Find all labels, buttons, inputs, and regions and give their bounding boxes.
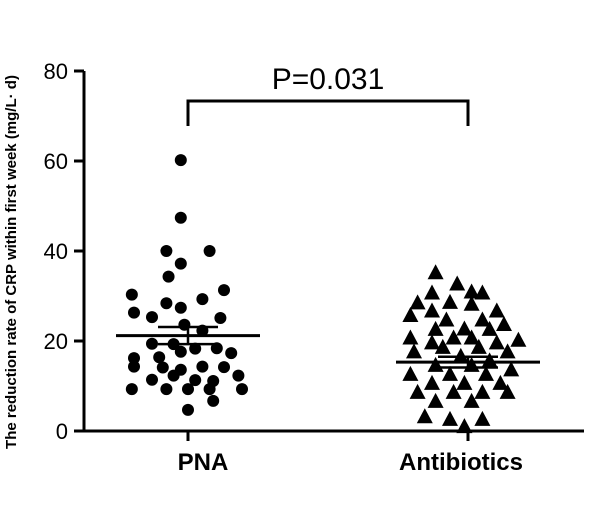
antibiotics-data-point <box>406 343 422 359</box>
antibiotics-data-point <box>481 352 498 368</box>
antibiotics-data-point <box>402 329 419 345</box>
pna-data-point <box>218 361 230 374</box>
antibiotics-data-point <box>424 302 440 318</box>
pna-data-point <box>167 369 180 382</box>
antibiotics-data-point <box>409 294 426 310</box>
pna-data-point <box>214 312 227 325</box>
data-points <box>125 154 527 434</box>
error-bars <box>116 325 540 369</box>
antibiotics-data-point <box>438 311 455 327</box>
antibiotics-data-point <box>427 264 444 280</box>
antibiotics-data-point <box>452 347 469 363</box>
y-axis-label: The reduction rate of CRP within first w… <box>3 75 20 449</box>
antibiotics-data-point <box>424 334 440 350</box>
significance-bracket <box>186 99 470 126</box>
antibiotics-data-point <box>442 410 458 426</box>
antibiotics-data-point <box>474 383 491 399</box>
antibiotics-data-point <box>424 284 440 300</box>
pna-data-point <box>189 374 202 387</box>
antibiotics-data-point <box>442 365 458 381</box>
antibiotics-data-point <box>402 306 419 322</box>
pna-data-point <box>146 311 158 324</box>
antibiotics-data-point <box>496 315 512 331</box>
y-ticks: 0 20 40 60 80 <box>44 59 470 444</box>
p-value-annotation: P=0.031 <box>272 63 385 96</box>
pna-data-point <box>128 306 140 319</box>
pna-data-point <box>125 383 138 396</box>
antibiotics-data-point <box>409 383 426 399</box>
antibiotics-data-point <box>499 383 516 399</box>
antibiotics-data-point <box>499 343 516 359</box>
antibiotics-data-point <box>427 392 444 408</box>
antibiotics-data-point <box>427 320 444 336</box>
antibiotics-data-point <box>456 418 473 434</box>
antibiotics-data-point <box>445 329 462 345</box>
antibiotics-data-point <box>510 331 527 347</box>
pna-data-point <box>160 245 173 257</box>
y-tick-label: 0 <box>56 419 68 444</box>
antibiotics-data-point <box>470 338 487 354</box>
antibiotics-data-point <box>442 293 458 309</box>
antibiotics-data-point <box>474 311 491 327</box>
pna-data-point <box>128 352 140 365</box>
pna-data-point <box>160 383 173 396</box>
antibiotics-data-point <box>416 408 433 424</box>
antibiotics-data-point <box>463 283 480 299</box>
antibiotics-data-point <box>434 338 451 354</box>
y-tick-label: 60 <box>44 149 68 174</box>
pna-data-point <box>207 394 220 407</box>
antibiotics-data-point <box>449 275 466 291</box>
pna-data-point <box>182 383 194 396</box>
pna-data-point <box>128 360 140 373</box>
antibiotics-data-point <box>456 374 473 390</box>
pna-data-point <box>232 369 245 382</box>
pna-data-point <box>153 351 166 364</box>
pna-data-point <box>225 347 238 360</box>
pna-data-point <box>146 373 158 386</box>
pna-data-point <box>203 245 216 257</box>
antibiotics-data-point <box>402 365 419 381</box>
axes <box>82 71 584 433</box>
pna-data-point <box>182 403 194 416</box>
antibiotics-data-point <box>488 302 505 318</box>
category-label-pna: PNA <box>178 449 229 476</box>
pna-data-point <box>174 345 187 358</box>
antibiotics-data-point <box>424 374 440 390</box>
pna-data-point <box>174 154 187 167</box>
antibiotics-data-point <box>503 361 520 377</box>
antibiotics-data-point <box>463 392 480 408</box>
category-label-antibiotics: Antibiotics <box>399 449 523 476</box>
antibiotics-data-point <box>474 410 491 426</box>
antibiotics-data-point <box>456 320 473 336</box>
pna-data-point <box>218 284 230 297</box>
y-tick-label: 80 <box>44 59 68 84</box>
pna-data-point <box>125 288 138 301</box>
pna-data-point <box>196 293 209 306</box>
pna-data-point <box>203 383 216 396</box>
pna-data-point <box>174 257 187 270</box>
antibiotics-data-point <box>488 334 505 350</box>
antibiotics-data-point <box>463 295 480 311</box>
bracket-line <box>186 99 470 126</box>
antibiotics-data-point <box>463 329 480 345</box>
pna-data-point <box>160 297 173 310</box>
pna-data-point <box>174 211 187 224</box>
pna-data-point <box>156 361 169 374</box>
antibiotics-data-point <box>474 284 491 300</box>
pna-data-point <box>146 337 158 350</box>
y-tick-label: 20 <box>44 329 68 354</box>
pna-data-point <box>236 383 248 396</box>
antibiotics-data-point <box>445 383 462 399</box>
antibiotics-data-point <box>427 356 444 372</box>
pna-data-point <box>174 301 187 314</box>
pna-data-point <box>196 360 209 373</box>
antibiotics-data-point <box>481 320 498 336</box>
antibiotics-data-point <box>492 374 509 390</box>
y-tick-label: 40 <box>44 239 68 264</box>
pna-data-point <box>162 270 175 283</box>
antibiotics-data-point <box>478 365 494 381</box>
pna-data-point <box>189 342 202 355</box>
